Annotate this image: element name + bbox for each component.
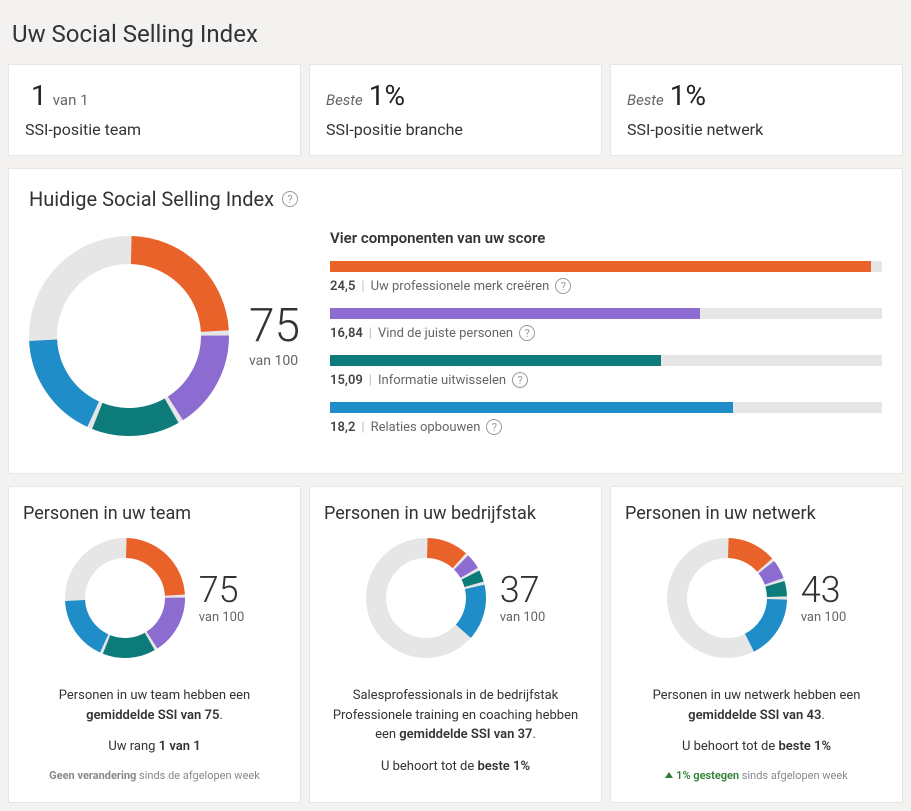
help-icon[interactable]: ? xyxy=(519,325,535,341)
caret-up-icon xyxy=(665,772,673,778)
component-bar-fill xyxy=(330,402,733,413)
help-icon[interactable]: ? xyxy=(486,419,502,435)
bottom-footer: 1% gestegen sinds afgelopen week xyxy=(625,769,888,782)
rank-suffix: van 1 xyxy=(53,91,89,109)
divider: | xyxy=(369,373,372,388)
rank-row: 1 van 1 SSI-positie team Beste 1% SSI-po… xyxy=(8,64,903,156)
footer-rest: sinds afgelopen week xyxy=(739,769,848,782)
bottom-footer: Geen verandering sinds de afgelopen week xyxy=(23,769,286,782)
main-card-title: Huidige Social Selling Index xyxy=(29,187,274,211)
rank-label: SSI-positie netwerk xyxy=(627,120,886,139)
component-value: 16,84 xyxy=(330,326,363,341)
component-bar-track xyxy=(330,261,882,272)
main-ssi-card: Huidige Social Selling Index ? 75 van 10… xyxy=(8,168,903,474)
components-title: Vier componenten van uw score xyxy=(330,229,882,247)
bottom-card: Personen in uw netwerk 43 van 100 Person… xyxy=(610,486,903,803)
main-score-sub: van 100 xyxy=(249,353,300,369)
bottom-card: Personen in uw bedrijfstak 37 van 100 Sa… xyxy=(309,486,602,803)
component-value: 18,2 xyxy=(330,420,355,435)
rank-value: 1% xyxy=(670,79,706,112)
component-label: Informatie uitwisselen xyxy=(378,373,506,388)
small-score-sub: van 100 xyxy=(199,610,245,625)
component-row: 24,5 | Uw professionele merk creëren ? xyxy=(330,261,882,294)
divider: | xyxy=(369,326,372,341)
bottom-card: Personen in uw team 75 van 100 Personen … xyxy=(8,486,301,803)
component-row: 15,09 | Informatie uitwisselen ? xyxy=(330,355,882,388)
bottom-card-title: Personen in uw netwerk xyxy=(625,503,888,524)
page-title: Uw Social Selling Index xyxy=(12,20,899,48)
footer-rest: sinds de afgelopen week xyxy=(136,769,260,782)
component-label: Vind de juiste personen xyxy=(378,326,513,341)
component-bar-track xyxy=(330,355,882,366)
divider: | xyxy=(361,279,364,294)
component-bar-fill xyxy=(330,308,700,319)
small-donut-chart xyxy=(65,538,185,658)
bottom-text-2: Uw rang 1 van 1 xyxy=(23,737,286,757)
small-donut-chart xyxy=(667,538,787,658)
component-label: Relaties opbouwen xyxy=(371,420,481,435)
rank-prefix: Beste xyxy=(326,91,363,109)
help-icon[interactable]: ? xyxy=(282,191,298,207)
small-score: 43 xyxy=(801,572,847,608)
rank-value: 1% xyxy=(369,79,405,112)
small-score: 37 xyxy=(500,572,546,608)
component-row: 16,84 | Vind de juiste personen ? xyxy=(330,308,882,341)
main-donut-chart xyxy=(29,236,229,436)
rank-prefix: Beste xyxy=(627,91,664,109)
component-bar-fill xyxy=(330,261,871,272)
bottom-text-1: Personen in uw team hebben een gemiddeld… xyxy=(23,686,286,725)
rank-card-industry: Beste 1% SSI-positie branche xyxy=(309,64,602,156)
divider: | xyxy=(361,420,364,435)
component-bar-track xyxy=(330,308,882,319)
component-value: 24,5 xyxy=(330,279,355,294)
rank-value: 1 xyxy=(31,79,47,112)
component-label: Uw professionele merk creëren xyxy=(371,279,550,294)
bottom-card-title: Personen in uw bedrijfstak xyxy=(324,503,587,524)
rank-card-network: Beste 1% SSI-positie netwerk xyxy=(610,64,903,156)
help-icon[interactable]: ? xyxy=(555,278,571,294)
main-score: 75 xyxy=(249,303,300,349)
component-value: 15,09 xyxy=(330,373,363,388)
small-score: 75 xyxy=(199,572,245,608)
bottom-row: Personen in uw team 75 van 100 Personen … xyxy=(8,486,903,803)
rank-label: SSI-positie team xyxy=(25,120,284,139)
bottom-card-title: Personen in uw team xyxy=(23,503,286,524)
component-bar-fill xyxy=(330,355,661,366)
small-donut-chart xyxy=(366,538,486,658)
rank-label: SSI-positie branche xyxy=(326,120,585,139)
component-row: 18,2 | Relaties opbouwen ? xyxy=(330,402,882,435)
small-score-sub: van 100 xyxy=(801,610,847,625)
component-bar-track xyxy=(330,402,882,413)
footer-bold: Geen verandering xyxy=(49,769,136,782)
bottom-text-2: U behoort tot de beste 1% xyxy=(324,757,587,777)
bottom-text-1: Personen in uw netwerk hebben een gemidd… xyxy=(625,686,888,725)
footer-trend-text: 1% gestegen xyxy=(676,769,739,782)
bottom-text-2: U behoort tot de beste 1% xyxy=(625,737,888,757)
help-icon[interactable]: ? xyxy=(512,372,528,388)
small-score-sub: van 100 xyxy=(500,610,546,625)
bottom-text-1: Salesprofessionals in de bedrijfstak Pro… xyxy=(324,686,587,745)
rank-card-team: 1 van 1 SSI-positie team xyxy=(8,64,301,156)
